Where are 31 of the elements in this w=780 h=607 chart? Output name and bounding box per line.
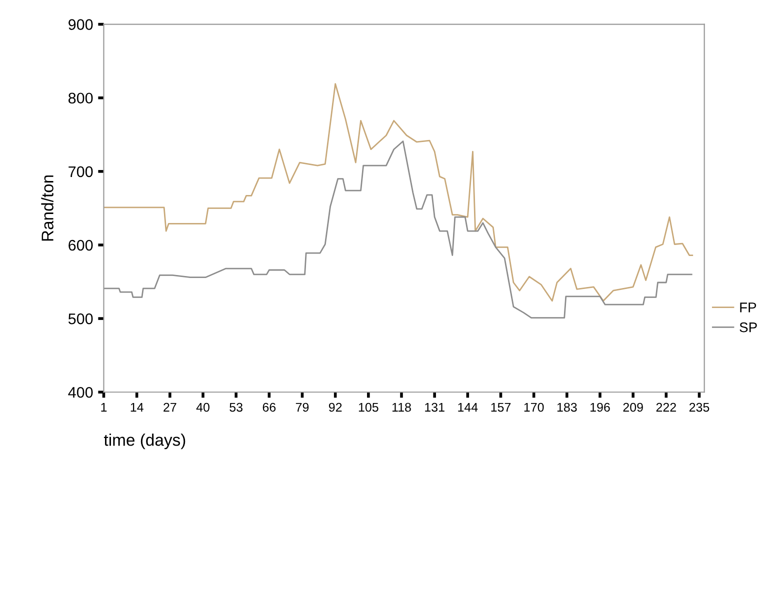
x-tick-label: 66 xyxy=(262,402,276,412)
x-tick-label: 157 xyxy=(491,403,511,412)
y-tick-label: 500 xyxy=(68,313,93,324)
x-tick-label: 131 xyxy=(425,402,444,412)
x-tick-label: 53 xyxy=(230,402,242,412)
legend-label: SP xyxy=(740,322,757,332)
x-tick-label: 105 xyxy=(358,402,378,412)
x-tick-label: 235 xyxy=(689,402,710,412)
y-tick-label: 900 xyxy=(68,19,93,30)
x-tick-label: 183 xyxy=(557,402,577,412)
x-tick-label: 222 xyxy=(656,402,676,412)
x-tick-label: 118 xyxy=(392,402,411,412)
y-axis-title: Rand/ton xyxy=(41,175,54,241)
line-series xyxy=(104,83,694,302)
x-tick-label: 92 xyxy=(328,402,342,412)
y-tick-label: 400 xyxy=(68,386,93,398)
x-tick-label: 27 xyxy=(164,402,176,412)
x-tick-label: 1 xyxy=(101,403,107,412)
line-series xyxy=(104,140,692,319)
x-axis-title: time (days) xyxy=(104,434,186,450)
x-tick-label: 209 xyxy=(623,402,643,412)
y-tick-label: 700 xyxy=(68,166,93,178)
y-tick-label: 600 xyxy=(68,240,93,251)
x-tick-label: 144 xyxy=(458,403,478,412)
x-tick-label: 79 xyxy=(296,402,309,412)
legend-label: FP xyxy=(740,302,756,312)
x-tick-label: 170 xyxy=(524,402,544,412)
x-tick-label: 196 xyxy=(590,402,610,412)
x-tick-label: 40 xyxy=(196,402,210,412)
x-tick-label: 14 xyxy=(130,403,144,412)
y-tick-label: 800 xyxy=(68,92,93,104)
